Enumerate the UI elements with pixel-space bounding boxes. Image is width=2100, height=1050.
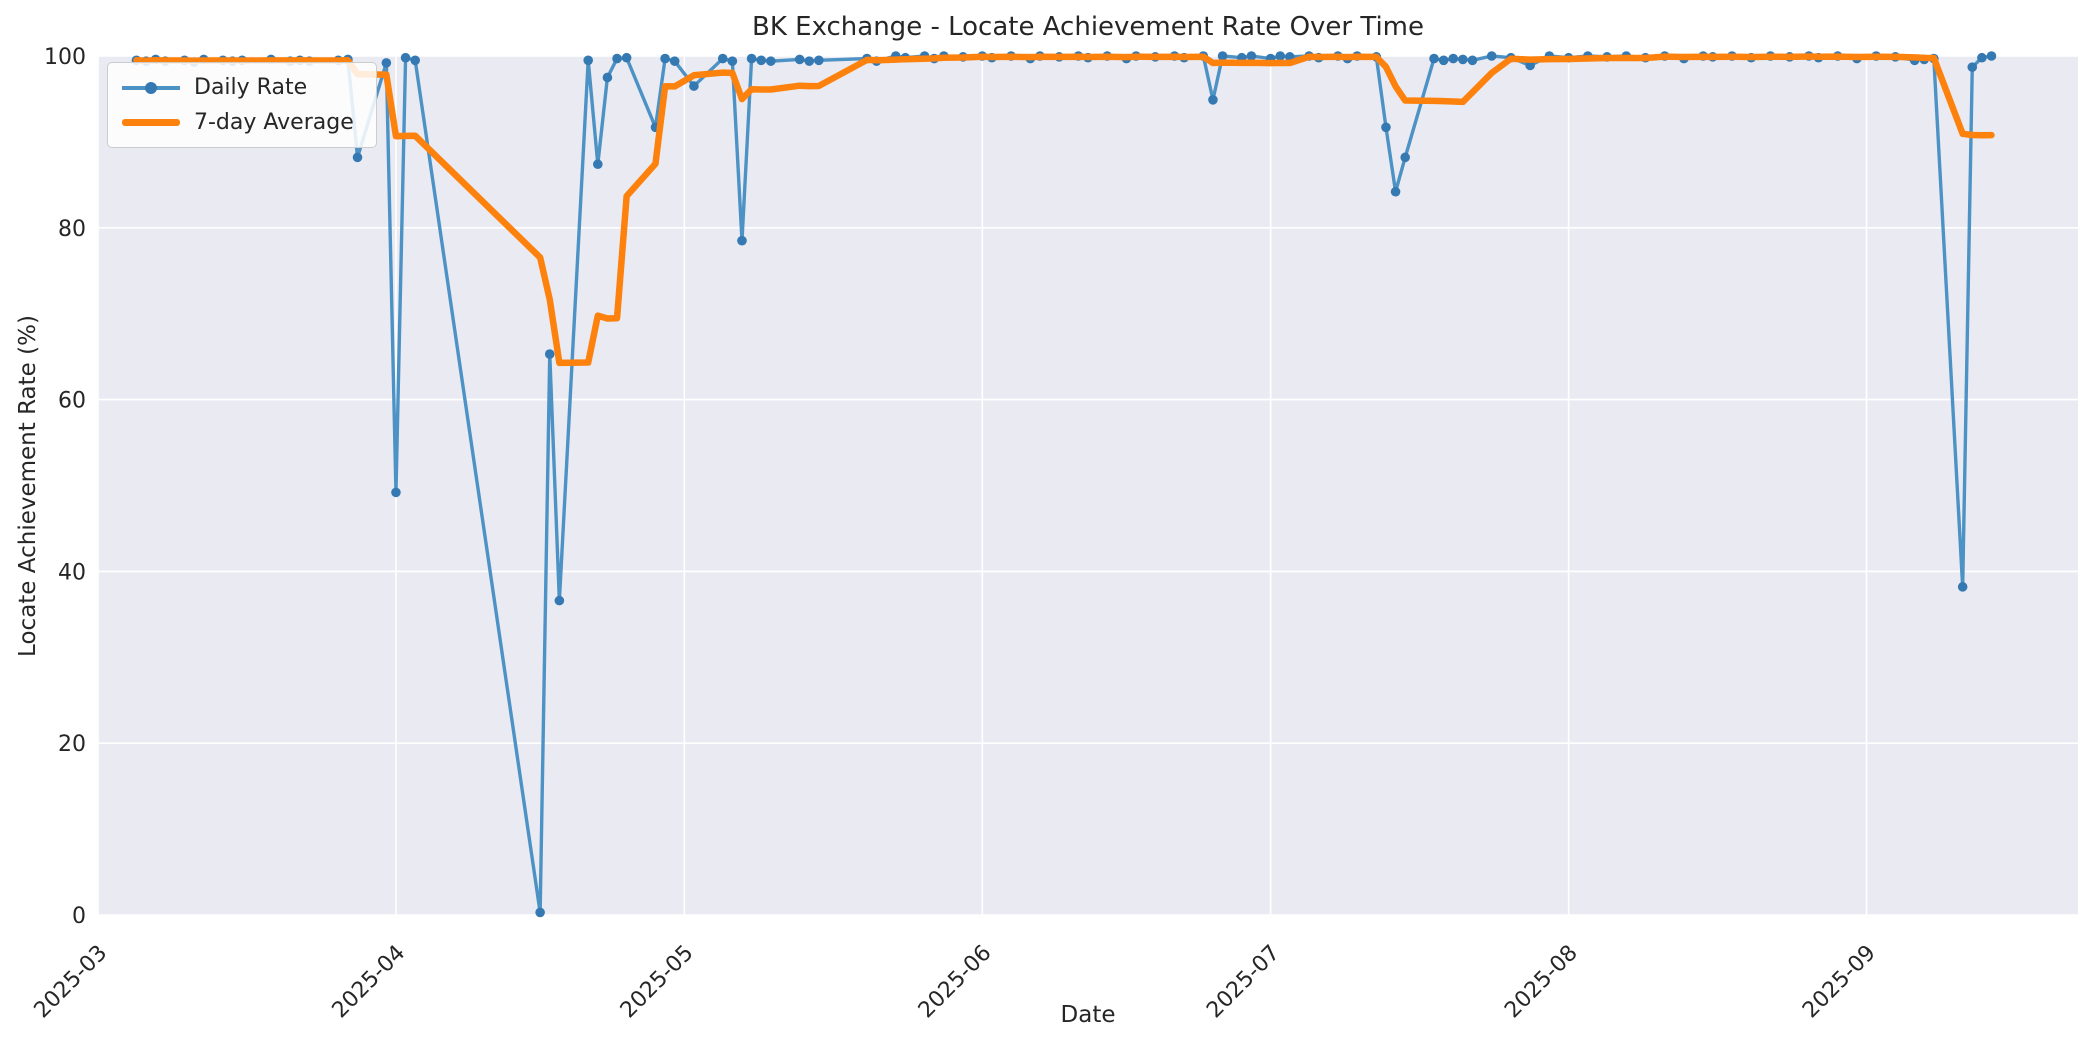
daily-rate-marker bbox=[1208, 95, 1218, 105]
daily-rate-marker bbox=[391, 487, 401, 498]
y-tick-label: 0 bbox=[72, 904, 86, 929]
daily-rate-marker bbox=[1986, 51, 1997, 61]
daily-rate-marker bbox=[593, 159, 603, 170]
daily-rate-marker bbox=[756, 55, 767, 66]
x-tick-label: 2025-03 bbox=[30, 941, 113, 1024]
daily-rate-marker bbox=[1275, 51, 1286, 61]
y-tick-label: 100 bbox=[44, 45, 86, 70]
daily-rate-marker bbox=[612, 53, 622, 64]
x-tick-label: 2025-05 bbox=[616, 941, 699, 1024]
daily-rate-marker-swatch bbox=[145, 81, 157, 94]
daily-rate-marker bbox=[410, 55, 420, 66]
daily-rate-marker bbox=[1246, 51, 1257, 61]
daily-rate-marker bbox=[1967, 62, 1978, 72]
daily-rate-marker bbox=[746, 53, 757, 64]
daily-rate-marker bbox=[381, 58, 392, 68]
daily-rate-marker bbox=[1486, 51, 1497, 61]
daily-rate-marker bbox=[621, 52, 632, 63]
legend: Daily Rate 7-day Average bbox=[107, 62, 377, 148]
x-tick-label: 2025-04 bbox=[328, 941, 411, 1024]
daily-rate-marker bbox=[669, 56, 680, 66]
plot-area bbox=[98, 56, 2078, 915]
daily-rate-marker bbox=[554, 595, 565, 606]
daily-rate-marker bbox=[804, 56, 815, 66]
legend-label-7day-average: 7-day Average bbox=[194, 110, 354, 135]
x-tick-label: 2025-07 bbox=[1202, 941, 1285, 1024]
legend-item-daily-rate: Daily Rate bbox=[122, 75, 354, 100]
daily-rate-marker bbox=[814, 55, 824, 66]
daily-rate-marker bbox=[1438, 55, 1449, 66]
chart-title: BK Exchange - Locate Achievement Rate Ov… bbox=[751, 12, 1425, 42]
y-tick-label: 20 bbox=[58, 732, 86, 757]
daily-rate-marker bbox=[535, 907, 545, 918]
legend-item-7day-average: 7-day Average bbox=[122, 110, 354, 135]
daily-rate-marker bbox=[602, 72, 613, 83]
x-tick-label: 2025-09 bbox=[1798, 941, 1881, 1024]
x-axis-label: Date bbox=[1060, 1002, 1116, 1028]
x-tick-label: 2025-06 bbox=[914, 941, 997, 1024]
average-line-swatch bbox=[122, 119, 180, 126]
x-tick-label: 2025-08 bbox=[1500, 941, 1583, 1024]
legend-label-daily-rate: Daily Rate bbox=[194, 75, 308, 100]
daily-rate-marker bbox=[1381, 122, 1391, 133]
daily-rate-marker bbox=[352, 152, 363, 163]
daily-rate-marker bbox=[1429, 53, 1439, 64]
daily-rate-marker bbox=[1217, 51, 1228, 61]
daily-rate-marker bbox=[794, 54, 805, 65]
y-tick-label: 40 bbox=[58, 560, 86, 585]
daily-rate-marker bbox=[1448, 53, 1459, 64]
daily-rate-marker bbox=[544, 349, 555, 359]
daily-rate-marker bbox=[1957, 582, 1968, 592]
daily-rate-marker bbox=[727, 56, 738, 66]
daily-rate-marker bbox=[1390, 186, 1401, 197]
y-axis-label: Locate Achievement Rate (%) bbox=[15, 315, 41, 657]
daily-rate-marker bbox=[1467, 55, 1478, 66]
daily-rate-line-swatch bbox=[122, 81, 180, 94]
daily-rate-marker bbox=[689, 81, 699, 91]
daily-rate-marker bbox=[660, 53, 670, 64]
daily-rate-marker bbox=[737, 235, 747, 246]
y-tick-label: 80 bbox=[58, 217, 86, 242]
daily-rate-marker bbox=[766, 56, 776, 66]
daily-rate-marker bbox=[583, 55, 593, 66]
rolling-average-line bbox=[133, 53, 1995, 367]
daily-rate-marker bbox=[717, 53, 728, 64]
daily-rate-marker bbox=[1977, 52, 1987, 63]
daily-rate-marker bbox=[1525, 60, 1535, 71]
daily-rate-marker bbox=[400, 52, 411, 63]
daily-rate-marker bbox=[1400, 152, 1410, 163]
daily-rate-marker bbox=[1458, 54, 1468, 65]
y-tick-label: 60 bbox=[58, 389, 86, 414]
